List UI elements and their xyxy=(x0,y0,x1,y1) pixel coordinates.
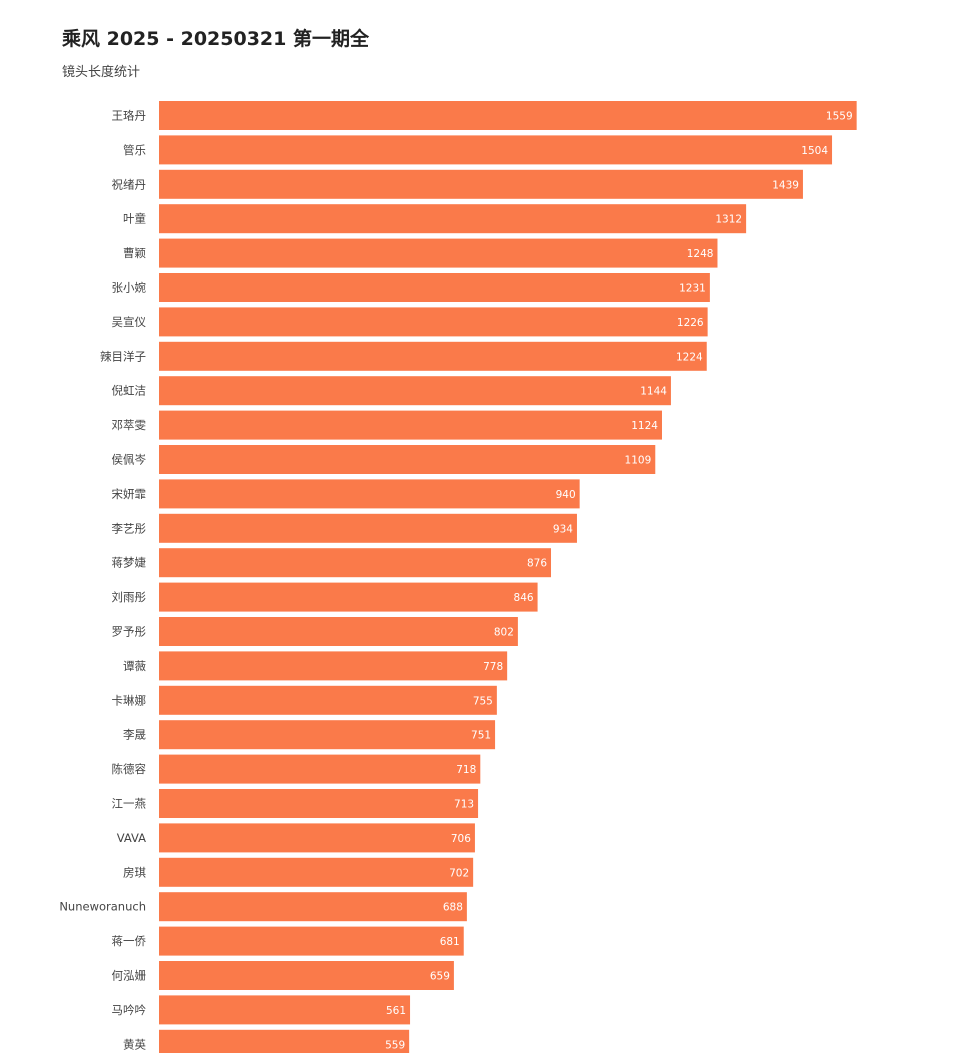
category-label: Nuneworanuch xyxy=(59,900,146,914)
bar-26 xyxy=(159,961,454,990)
value-label: 706 xyxy=(451,833,471,845)
bar-15 xyxy=(159,582,538,612)
category-label: 蒋一侨 xyxy=(112,934,147,948)
category-label: 罗予彤 xyxy=(112,625,147,639)
bar-5 xyxy=(159,238,718,268)
bar-27 xyxy=(159,995,411,1025)
bar-4 xyxy=(159,204,747,234)
bar-16 xyxy=(159,617,518,646)
category-label: 宋妍霏 xyxy=(112,487,147,501)
category-label: 祝绪丹 xyxy=(112,177,147,191)
category-label: 王珞丹 xyxy=(112,109,147,123)
bar-11 xyxy=(159,445,656,474)
bar-18 xyxy=(159,685,497,715)
bar-6 xyxy=(159,273,710,302)
value-label: 1312 xyxy=(715,214,742,226)
bar-13 xyxy=(159,513,577,543)
bar-3 xyxy=(159,169,803,199)
category-label: VAVA xyxy=(117,831,146,845)
value-label: 559 xyxy=(385,1039,405,1051)
bar-20 xyxy=(159,754,481,784)
value-label: 713 xyxy=(454,799,474,811)
value-label: 1224 xyxy=(676,351,703,363)
value-label: 1231 xyxy=(679,283,706,295)
category-label: 管乐 xyxy=(123,143,146,157)
bar-1 xyxy=(159,101,857,130)
category-label: 房琪 xyxy=(123,865,146,879)
bar-25 xyxy=(159,926,464,956)
value-label: 681 xyxy=(440,936,460,948)
bar-14 xyxy=(159,548,552,578)
value-label: 1226 xyxy=(677,317,704,329)
category-label: 卡琳娜 xyxy=(112,693,147,707)
category-label: 李艺彤 xyxy=(112,521,147,535)
value-label: 702 xyxy=(449,867,469,879)
value-label: 561 xyxy=(386,1005,406,1017)
bar-10 xyxy=(159,410,662,440)
bar-28 xyxy=(159,1029,410,1053)
category-label: 陈德容 xyxy=(112,762,147,776)
value-label: 1144 xyxy=(640,386,667,398)
category-label: 侯佩岑 xyxy=(112,453,147,467)
category-label: 马吟吟 xyxy=(112,1003,147,1017)
bar-9 xyxy=(159,376,671,406)
value-label: 755 xyxy=(473,695,493,707)
category-label: 辣目洋子 xyxy=(100,349,146,363)
category-label: 李晟 xyxy=(123,728,146,742)
bar-7 xyxy=(159,307,708,337)
value-label: 934 xyxy=(553,523,573,535)
bar-23 xyxy=(159,857,474,887)
category-label: 邓萃雯 xyxy=(112,418,147,432)
value-label: 940 xyxy=(556,489,576,501)
bar-21 xyxy=(159,789,479,818)
value-label: 876 xyxy=(527,558,547,570)
value-label: 802 xyxy=(494,627,514,639)
category-label: 刘雨彤 xyxy=(112,590,147,604)
bar-2 xyxy=(159,135,833,165)
category-label: 倪虹洁 xyxy=(112,384,147,398)
bar-12 xyxy=(159,479,580,509)
value-label: 778 xyxy=(483,661,503,673)
value-label: 1248 xyxy=(687,248,714,260)
value-label: 659 xyxy=(430,971,450,983)
value-label: 718 xyxy=(456,764,476,776)
category-label: 谭薇 xyxy=(123,659,146,673)
chart-title: 乘风 2025 - 20250321 第一期全 xyxy=(62,28,369,50)
category-label: 黄英 xyxy=(123,1037,146,1051)
category-label: 何泓姗 xyxy=(112,969,147,983)
value-label: 751 xyxy=(471,730,491,742)
category-label: 张小婉 xyxy=(112,281,147,295)
bar-17 xyxy=(159,651,508,681)
bar-19 xyxy=(159,720,496,750)
category-label: 曹颖 xyxy=(123,246,146,260)
value-label: 846 xyxy=(514,592,534,604)
value-label: 1109 xyxy=(625,455,652,467)
bar-22 xyxy=(159,823,475,853)
category-label: 蒋梦婕 xyxy=(112,556,147,570)
value-label: 1124 xyxy=(631,420,658,432)
category-label: 吴宣仪 xyxy=(112,315,147,329)
chart-subtitle: 镜头长度统计 xyxy=(62,65,141,80)
category-label: 江一燕 xyxy=(112,797,147,811)
value-label: 1439 xyxy=(772,179,799,191)
value-label: 1559 xyxy=(826,111,853,123)
category-label: 叶童 xyxy=(123,212,146,226)
bar-24 xyxy=(159,892,467,922)
bar-8 xyxy=(159,341,707,371)
value-label: 1504 xyxy=(801,145,828,157)
value-label: 688 xyxy=(443,902,463,914)
